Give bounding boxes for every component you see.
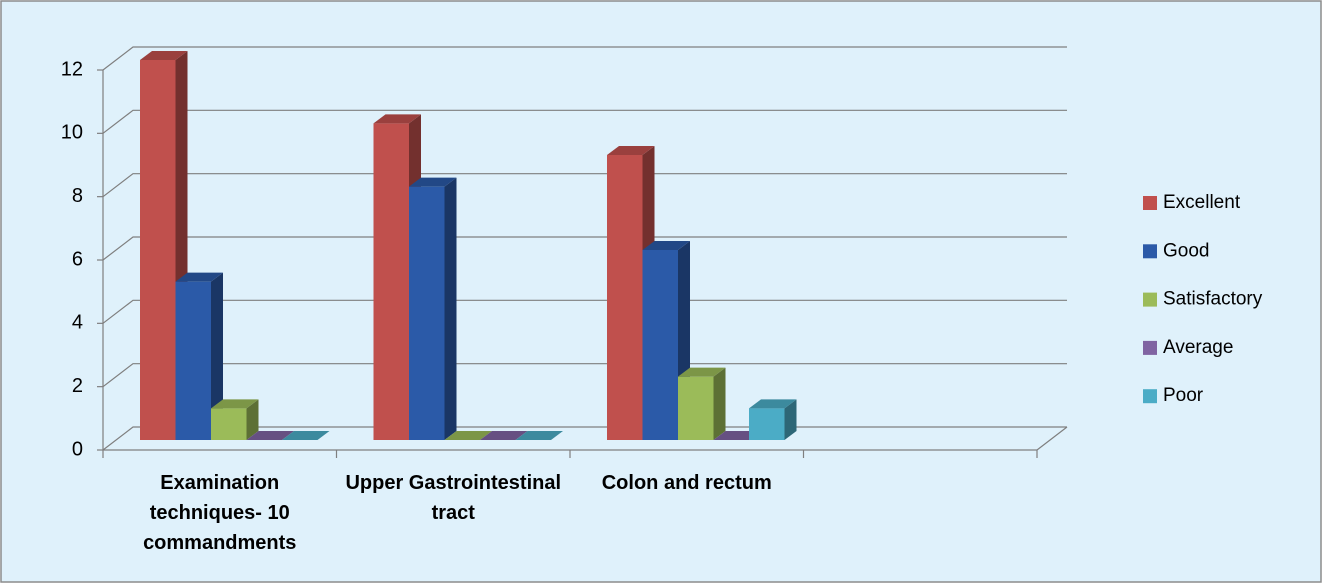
legend-label: Good xyxy=(1163,240,1209,261)
bar-front xyxy=(678,376,714,440)
bar-top xyxy=(678,367,726,377)
legend-label: Excellent xyxy=(1163,192,1241,213)
bar-top xyxy=(749,399,797,409)
bar-side xyxy=(211,272,223,440)
bar-front xyxy=(409,186,445,440)
bar-front xyxy=(749,408,785,440)
grid-line xyxy=(102,46,1067,71)
bar xyxy=(515,431,563,440)
y-tick-label: 2 xyxy=(72,375,83,397)
bar xyxy=(749,399,797,440)
y-tick-label: 4 xyxy=(72,312,83,334)
grid-line xyxy=(102,109,1067,134)
grid-line xyxy=(102,299,1067,324)
bar-top xyxy=(642,241,690,250)
bar xyxy=(282,431,330,440)
bar-top xyxy=(515,431,563,440)
legend-label: Poor xyxy=(1163,385,1204,406)
bar-top xyxy=(140,51,188,60)
bar xyxy=(480,431,528,440)
grid-line xyxy=(102,363,1067,388)
bar-top xyxy=(409,177,457,187)
bar-top xyxy=(444,431,492,440)
x-tick-label: Colon and rectum xyxy=(601,472,772,494)
bar-top xyxy=(246,431,294,440)
y-tick-label: 8 xyxy=(72,185,83,207)
bar-top xyxy=(480,431,528,440)
bar xyxy=(409,177,457,440)
y-tick-label: 10 xyxy=(61,122,83,144)
y-tick-label: 0 xyxy=(72,438,83,460)
bar-side xyxy=(713,367,726,440)
bar-front xyxy=(373,123,409,440)
bar-top xyxy=(175,272,223,282)
bar-front xyxy=(642,250,678,440)
bar-top xyxy=(211,399,259,409)
bar-front xyxy=(607,155,643,440)
bar-side xyxy=(246,399,259,440)
bar-front xyxy=(175,281,211,440)
bar-top xyxy=(282,431,330,440)
legend-label: Average xyxy=(1163,337,1233,358)
x-tick-label: Upper Gastrointestinal tract xyxy=(345,472,562,524)
bar xyxy=(678,367,726,440)
grid-line xyxy=(102,173,1067,198)
x-tick-label: Examination techniques- 10 commandments xyxy=(143,472,297,554)
grid-line xyxy=(102,236,1067,261)
legend-swatch xyxy=(1143,340,1157,355)
bar-side xyxy=(444,177,457,440)
bar-side xyxy=(784,399,797,440)
bar xyxy=(211,399,259,440)
legend-label: Satisfactory xyxy=(1163,289,1263,310)
bar xyxy=(246,431,294,440)
bar-top xyxy=(607,146,655,155)
y-tick-label: 12 xyxy=(61,58,83,80)
bar-front xyxy=(211,408,247,440)
bar xyxy=(175,272,223,440)
y-tick-label: 6 xyxy=(72,248,83,270)
legend-swatch xyxy=(1143,244,1157,259)
bar xyxy=(444,431,492,440)
bar-front xyxy=(140,60,176,440)
bar xyxy=(140,51,188,440)
legend-swatch xyxy=(1143,389,1157,404)
legend-swatch xyxy=(1143,292,1157,307)
legend-swatch xyxy=(1143,196,1157,210)
bar-top xyxy=(373,114,421,124)
